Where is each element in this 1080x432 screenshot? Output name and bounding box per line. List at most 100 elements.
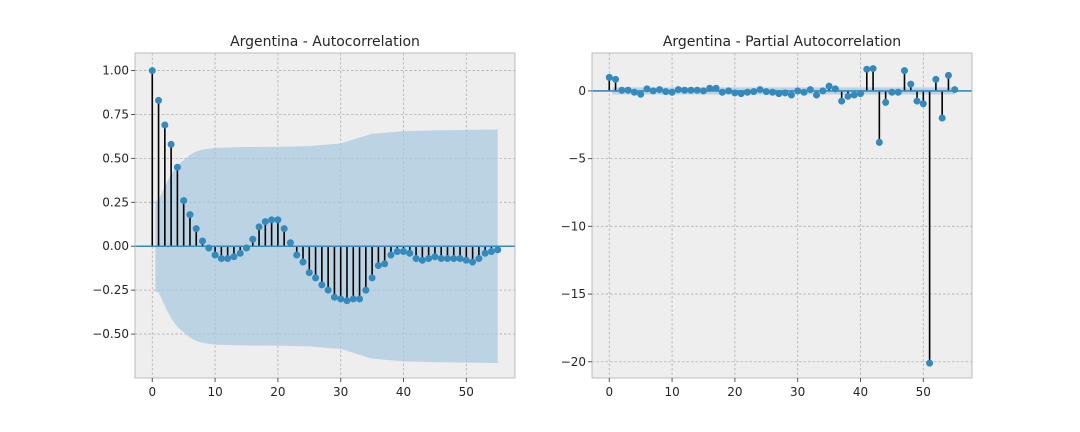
pacf-marker-25 (762, 88, 770, 96)
pacf-ytick-label-1: −15 (561, 287, 586, 301)
acf-xtick-label-50: 50 (459, 385, 474, 399)
pacf-marker-13 (687, 86, 695, 94)
acf-marker-21 (280, 225, 288, 233)
pacf-marker-2 (618, 86, 626, 94)
pacf-marker-54 (944, 71, 952, 79)
acf-marker-13 (230, 253, 238, 261)
pacf-marker-17 (712, 84, 720, 92)
pacf-marker-55 (951, 86, 959, 94)
acf-marker-24 (299, 258, 307, 266)
pacf-marker-45 (888, 88, 896, 96)
acf-xtick-label-20: 20 (270, 385, 285, 399)
pacf-marker-26 (769, 88, 777, 96)
acf-marker-44 (425, 255, 433, 263)
acf-ytick-label-2: 0.00 (102, 239, 129, 253)
pacf-marker-11 (674, 86, 682, 94)
acf-marker-1 (155, 96, 163, 104)
acf-marker-40 (400, 248, 408, 256)
pacf-marker-6 (643, 85, 651, 93)
acf-ytick-label-6: 1.00 (102, 64, 129, 78)
pacf-marker-42 (869, 65, 877, 73)
acf-marker-51 (469, 258, 477, 266)
pacf-marker-14 (693, 86, 701, 94)
pacf-marker-15 (699, 87, 707, 95)
pacf-marker-3 (624, 86, 632, 94)
acf-marker-41 (406, 249, 414, 257)
acf-marker-45 (431, 253, 439, 261)
pacf-xtick-label-30: 30 (790, 385, 805, 399)
acf-marker-32 (349, 295, 357, 303)
acf-marker-22 (286, 239, 294, 247)
acf-ytick-label-3: 0.25 (102, 195, 129, 209)
pacf-marker-52 (932, 75, 940, 83)
acf-marker-9 (205, 244, 213, 252)
pacf-xtick-label-20: 20 (727, 385, 742, 399)
pacf-marker-41 (863, 65, 871, 73)
pacf-marker-22 (743, 88, 751, 96)
acf-axes-frame (134, 52, 516, 379)
pacf-marker-10 (668, 88, 676, 96)
acf-marker-20 (274, 216, 282, 224)
acf-marker-30 (337, 295, 345, 303)
pacf-marker-4 (630, 88, 638, 96)
acf-marker-15 (242, 244, 250, 252)
pacf-title: Argentina - Partial Autocorrelation (663, 34, 901, 50)
pacf-marker-21 (737, 90, 745, 98)
acf-marker-17 (255, 223, 263, 231)
pacf-ytick-label-0: −20 (561, 355, 586, 369)
acf-marker-25 (305, 269, 313, 277)
acf-marker-49 (456, 255, 464, 263)
pacf-marker-48 (907, 80, 915, 88)
pacf-marker-36 (831, 85, 839, 93)
acf-ytick-label-1: −0.25 (92, 283, 129, 297)
pacf-marker-53 (938, 114, 946, 122)
acf-marker-52 (475, 255, 483, 263)
acf-marker-2 (161, 121, 169, 129)
acf-marker-16 (249, 235, 257, 243)
acf-markers (148, 67, 502, 305)
acf-marker-19 (268, 216, 276, 224)
acf-marker-7 (192, 225, 200, 233)
pacf-xtick-label-0: 0 (605, 385, 613, 399)
acf-xtick-label-10: 10 (207, 385, 222, 399)
acf-x-ticks: 0 10 20 30 40 50 (148, 378, 474, 399)
acf-marker-46 (437, 255, 445, 263)
pacf-marker-38 (844, 92, 852, 100)
acf-marker-43 (418, 256, 426, 264)
pacf-marker-5 (637, 90, 645, 98)
pacf-marker-16 (706, 84, 714, 92)
pacf-marker-49 (913, 97, 921, 105)
pacf-marker-18 (718, 88, 726, 96)
acf-stems (151, 70, 499, 301)
acf-marker-38 (387, 251, 395, 259)
acf-marker-18 (261, 218, 269, 226)
acf-marker-34 (362, 286, 370, 294)
pacf-marker-46 (894, 88, 902, 96)
pacf-x-ticks: 0 10 20 30 40 50 (605, 378, 931, 399)
pacf-markers (605, 65, 959, 367)
acf-marker-39 (393, 248, 401, 256)
acf-marker-31 (343, 297, 351, 305)
acf-marker-50 (462, 256, 470, 264)
pacf-marker-33 (813, 91, 821, 99)
pacf-plot: 0 10 20 30 40 50 −20 −15 −10 −5 0 Argentina - Par… (561, 34, 973, 399)
pacf-marker-20 (731, 89, 739, 97)
acf-marker-14 (236, 249, 244, 257)
pacf-marker-35 (825, 82, 833, 90)
pacf-marker-28 (781, 89, 789, 97)
acf-marker-54 (487, 248, 495, 256)
pacf-marker-50 (919, 100, 927, 108)
acf-marker-33 (356, 295, 364, 303)
acf-marker-29 (330, 293, 338, 301)
pacf-marker-30 (794, 87, 802, 95)
pacf-marker-8 (656, 86, 664, 94)
pacf-marker-32 (806, 86, 814, 94)
pacf-marker-12 (681, 86, 689, 94)
acf-marker-35 (368, 274, 376, 282)
pacf-marker-31 (800, 88, 808, 96)
pacf-marker-9 (662, 88, 670, 96)
pacf-marker-44 (882, 98, 890, 106)
acf-marker-47 (443, 255, 451, 263)
acf-xtick-label-30: 30 (333, 385, 348, 399)
